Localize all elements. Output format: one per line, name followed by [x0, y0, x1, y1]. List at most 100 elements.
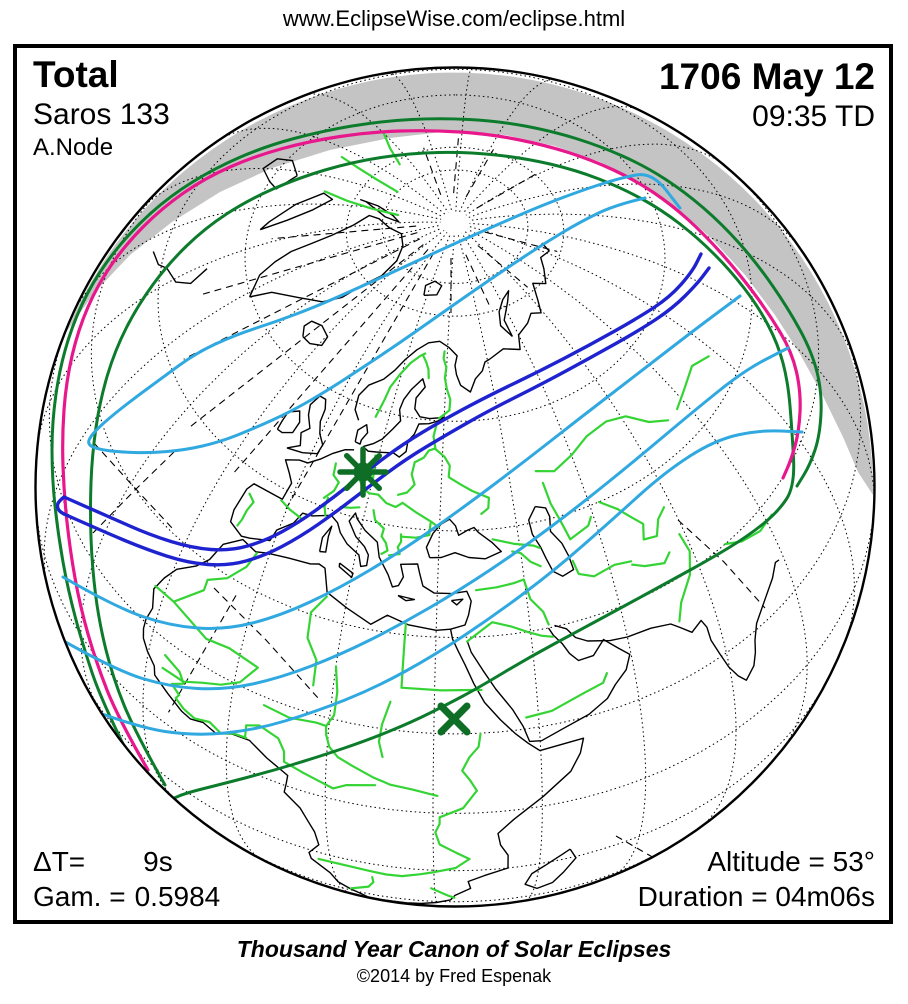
max-eclipse-north-hairpin	[87, 173, 682, 455]
country-border	[434, 447, 451, 478]
globe-contents	[36, 68, 874, 906]
country-border	[322, 462, 340, 499]
country-border	[372, 509, 389, 555]
country-border	[400, 622, 407, 689]
country-border	[325, 665, 339, 748]
dashed-segment	[615, 835, 703, 887]
country-border	[448, 476, 490, 515]
max-eclipse-south-a	[61, 294, 742, 630]
dashed-ray	[168, 595, 237, 713]
coastline	[359, 198, 400, 223]
coastline	[450, 598, 464, 606]
coastline	[354, 424, 369, 445]
dashed-ray	[200, 232, 418, 296]
country-border	[597, 500, 666, 541]
graticule-meridian	[388, 72, 453, 212]
country-border	[161, 600, 259, 686]
country-border	[236, 492, 255, 527]
country-border	[676, 355, 710, 411]
max-eclipse-south-c	[76, 429, 804, 736]
graticule-parallel	[211, 828, 699, 903]
country-border	[323, 190, 400, 217]
country-border	[374, 352, 427, 418]
penumbra-inner-and-south-limit	[89, 150, 796, 801]
country-border	[397, 461, 416, 496]
penumbra-outer-limit	[50, 117, 823, 760]
coastline	[498, 290, 514, 338]
graticule-meridian	[432, 234, 455, 906]
country-borders	[154, 131, 773, 899]
coastline	[259, 192, 334, 231]
coastline	[302, 320, 329, 347]
dashed-ray	[465, 254, 492, 310]
dashed-segment	[92, 451, 175, 534]
graticule-meridian	[80, 227, 443, 710]
graticule-meridian	[462, 105, 641, 214]
country-border	[534, 415, 670, 473]
graticule-meridian	[461, 232, 647, 877]
graticule-meridian	[464, 230, 737, 830]
graticule-parallel	[75, 668, 835, 872]
coastline	[276, 410, 301, 434]
country-border	[678, 533, 692, 623]
coastlines	[142, 158, 780, 905]
country-border	[400, 522, 432, 539]
dashed-ray	[234, 249, 429, 473]
graticule-parallel	[345, 146, 565, 317]
dashed-segment	[213, 587, 319, 699]
dashed-segment	[677, 519, 766, 609]
coastline	[524, 848, 577, 890]
site-url-caption: www.EclipseWise.com/eclipse.html	[282, 6, 626, 31]
graticule-meridian	[304, 93, 449, 213]
graticule-meridian	[142, 230, 445, 800]
country-border	[525, 672, 608, 719]
coastline	[528, 505, 575, 577]
dashed-ray	[477, 245, 528, 288]
country-border	[262, 704, 328, 727]
dashed-reference-lines	[92, 138, 766, 887]
sunrise-sunset-curve	[61, 129, 802, 772]
country-border	[437, 350, 452, 420]
subsolar-cross-marker	[437, 702, 471, 736]
country-border	[349, 876, 375, 890]
country-border	[631, 551, 671, 568]
country-border	[328, 745, 439, 797]
graticule-meridian	[457, 233, 543, 902]
country-border	[413, 423, 438, 464]
coastline	[489, 242, 550, 360]
coastline	[397, 594, 416, 602]
graticule-meridian	[36, 221, 441, 452]
coastline	[466, 627, 631, 743]
max-eclipse-south-b	[60, 346, 790, 691]
graticule-parallel	[36, 504, 874, 814]
dashed-ray	[186, 244, 424, 430]
coastline	[318, 525, 333, 553]
country-border	[422, 354, 430, 380]
graticule-meridian	[70, 203, 442, 318]
country-border	[306, 595, 328, 687]
country-border	[377, 493, 404, 509]
umbra-north-limit	[62, 252, 703, 552]
star-center	[353, 462, 373, 482]
graticule-meridian	[467, 228, 808, 752]
globe-outline	[34, 66, 876, 908]
canon-title: Thousand Year Canon of Solar Eclipses	[236, 936, 672, 962]
country-border	[466, 621, 554, 643]
country-border	[244, 724, 377, 790]
country-border	[511, 550, 542, 568]
graticule-meridian	[467, 183, 803, 251]
dashed-ray	[484, 231, 558, 253]
country-border	[541, 481, 592, 541]
dashed-segment	[93, 442, 174, 530]
country-border	[461, 732, 482, 792]
coastline	[248, 214, 404, 303]
dashed-ray	[453, 138, 459, 194]
copyright-line: ©2014 by Fred Espenak	[356, 966, 552, 986]
country-border	[724, 513, 773, 546]
graticule-meridian	[455, 68, 473, 212]
dashed-ray	[271, 225, 417, 240]
country-border	[317, 857, 471, 878]
country-border	[377, 700, 392, 759]
